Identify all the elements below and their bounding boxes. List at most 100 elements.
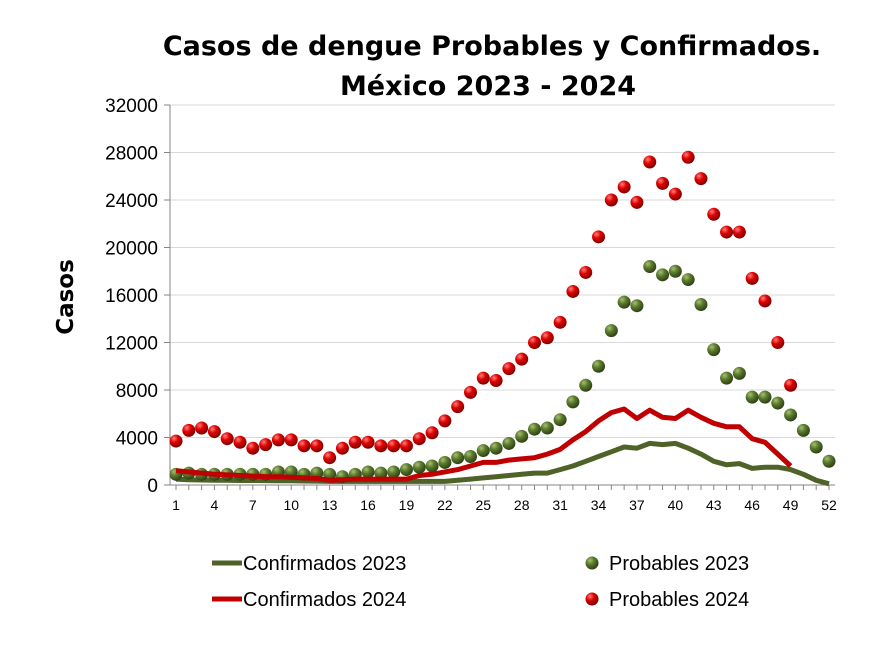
data-point — [745, 271, 759, 285]
data-point — [566, 284, 580, 298]
y-tick-label: 8000 — [116, 381, 158, 402]
legend-swatch — [585, 592, 599, 606]
legend-label: Confirmados 2024 — [243, 589, 406, 611]
data-point — [732, 225, 746, 239]
y-tick-label: 24000 — [105, 191, 158, 212]
data-point — [694, 172, 708, 186]
data-point — [182, 423, 196, 437]
data-point — [681, 150, 695, 164]
data-point — [489, 441, 503, 455]
data-point — [387, 465, 401, 479]
data-point — [630, 195, 644, 209]
data-point — [732, 366, 746, 380]
data-point — [502, 362, 516, 376]
data-point — [592, 230, 606, 244]
data-point — [374, 466, 388, 480]
data-point — [617, 180, 631, 194]
series-line-confirmados-2024 — [175, 406, 793, 483]
x-tick-label: 49 — [783, 497, 799, 513]
data-point — [259, 438, 273, 452]
y-tick-label: 28000 — [105, 144, 158, 165]
x-tick-label: 7 — [249, 497, 257, 513]
data-point — [694, 298, 708, 311]
x-tick-label: 22 — [437, 497, 453, 513]
data-point — [233, 435, 247, 449]
data-point — [463, 385, 477, 399]
x-tick-label: 13 — [322, 497, 338, 513]
data-point — [553, 315, 567, 329]
data-point — [643, 260, 657, 273]
y-tick-label: 12000 — [105, 334, 158, 355]
y-tick-label: 0 — [147, 476, 158, 497]
data-point — [745, 390, 759, 404]
x-tick-label: 31 — [552, 497, 568, 513]
data-point — [604, 193, 618, 207]
data-point — [604, 324, 618, 338]
data-point — [553, 413, 567, 427]
data-point — [323, 451, 337, 465]
data-point — [796, 423, 810, 437]
legend-label: Probables 2024 — [609, 589, 749, 611]
data-point — [451, 451, 465, 465]
data-point — [399, 439, 413, 453]
data-point — [169, 434, 183, 448]
x-tick-label: 10 — [283, 497, 299, 513]
data-point — [656, 176, 670, 190]
x-tick-label: 4 — [211, 497, 219, 513]
x-tick-label: 52 — [821, 497, 837, 513]
chart-title-line1: Casos de dengue Probables y Confirmados. — [163, 31, 821, 62]
data-point — [412, 460, 426, 474]
data-point — [592, 359, 606, 373]
data-point — [707, 207, 721, 221]
data-point — [630, 299, 644, 313]
data-point — [399, 463, 413, 477]
data-point — [361, 435, 375, 449]
data-point — [271, 433, 285, 447]
data-point — [720, 371, 734, 385]
data-point — [566, 395, 580, 409]
data-point — [668, 264, 682, 278]
data-point — [681, 273, 695, 287]
x-tick-label: 16 — [360, 497, 376, 513]
data-point — [412, 432, 426, 446]
data-point — [284, 433, 298, 447]
y-tick-label: 20000 — [105, 239, 158, 260]
y-tick-label: 32000 — [105, 96, 158, 117]
data-point — [438, 414, 452, 428]
data-point — [784, 408, 798, 422]
data-point — [297, 439, 311, 453]
data-point — [374, 439, 388, 453]
data-point — [758, 390, 772, 404]
legend-label: Probables 2023 — [609, 553, 749, 575]
data-point — [540, 331, 554, 345]
data-point — [707, 343, 721, 357]
chart-title-line2: México 2023 - 2024 — [340, 71, 636, 102]
data-point — [528, 422, 542, 436]
data-point — [515, 429, 529, 443]
data-point — [656, 268, 670, 282]
data-point — [489, 374, 503, 387]
data-point — [361, 465, 375, 479]
data-point — [207, 425, 221, 439]
x-tick-label: 19 — [399, 497, 415, 513]
data-point — [502, 436, 516, 450]
x-tick-label: 25 — [476, 497, 492, 513]
data-point — [348, 435, 362, 449]
y-tick-label: 4000 — [116, 429, 158, 450]
data-point — [387, 439, 401, 453]
data-point — [668, 187, 682, 201]
data-point — [195, 421, 209, 435]
data-point — [528, 336, 542, 349]
legend-swatch — [585, 556, 599, 570]
y-axis-label: Casos — [53, 259, 79, 335]
x-tick-label: 37 — [629, 497, 645, 513]
x-tick-label: 40 — [668, 497, 684, 513]
data-point — [476, 444, 490, 458]
y-tick-label: 16000 — [105, 286, 158, 307]
data-point — [643, 155, 657, 169]
data-point — [425, 426, 439, 440]
data-point — [617, 295, 631, 309]
x-tick-label: 1 — [172, 497, 180, 513]
data-point — [771, 336, 785, 349]
